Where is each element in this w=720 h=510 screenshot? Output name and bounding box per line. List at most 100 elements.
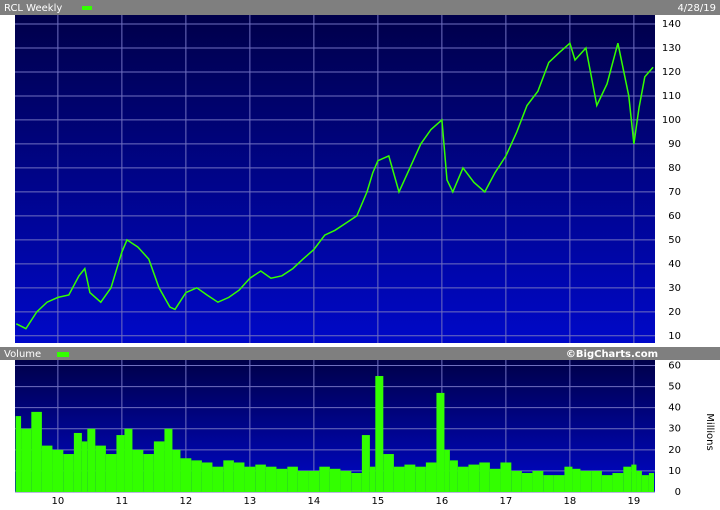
credit: ©BigCharts.com xyxy=(566,349,658,360)
volume-bar xyxy=(153,441,165,492)
volume-bar xyxy=(276,468,288,492)
volume-bar xyxy=(15,416,22,492)
volume-bar xyxy=(444,449,450,492)
y-tick-label: 30 xyxy=(668,424,681,435)
volume-bar xyxy=(521,473,533,492)
volume-bar xyxy=(351,473,362,492)
volume-bar xyxy=(63,454,74,492)
volume-bar xyxy=(361,435,370,492)
y-axis-label: Millions xyxy=(704,413,715,450)
y-tick-label: 70 xyxy=(668,187,681,198)
volume-bar xyxy=(244,466,256,492)
volume-bar xyxy=(308,470,320,492)
volume-bar xyxy=(132,449,144,492)
volume-bar xyxy=(81,441,88,492)
volume-bar xyxy=(255,464,266,492)
volume-bar xyxy=(124,428,133,492)
y-tick-label: 90 xyxy=(668,139,681,150)
volume-bar xyxy=(404,464,416,492)
y-tick-label: 60 xyxy=(668,211,681,222)
volume-bar xyxy=(265,466,277,492)
volume-bar xyxy=(648,473,655,492)
volume-bar xyxy=(319,466,330,492)
volume-bar xyxy=(393,466,405,492)
volume-bar xyxy=(191,460,202,492)
volume-bar xyxy=(511,470,522,492)
volume-bar xyxy=(41,445,53,492)
y-tick-label: 80 xyxy=(668,163,681,174)
volume-bar xyxy=(636,470,642,492)
x-tick-label: 17 xyxy=(500,496,513,507)
volume-bar xyxy=(52,449,64,492)
y-tick-label: 50 xyxy=(668,382,681,393)
volume-bar xyxy=(553,475,565,492)
y-tick-label: 40 xyxy=(668,403,681,414)
volume-header xyxy=(0,347,720,360)
chart-title: RCL Weekly xyxy=(4,3,62,14)
volume-bar xyxy=(95,445,106,492)
volume-bar xyxy=(601,475,613,492)
volume-bar xyxy=(87,428,96,492)
volume-bar xyxy=(572,468,581,492)
y-tick-label: 30 xyxy=(668,283,681,294)
price-header xyxy=(0,0,720,15)
volume-bar xyxy=(415,466,426,492)
volume-bar xyxy=(223,460,234,492)
legend-swatch xyxy=(57,352,69,357)
volume-bar xyxy=(580,470,592,492)
x-tick-label: 12 xyxy=(180,496,193,507)
x-tick-label: 16 xyxy=(436,496,449,507)
volume-bar xyxy=(180,458,192,492)
volume-bar xyxy=(369,466,376,492)
y-tick-label: 110 xyxy=(662,91,681,102)
volume-bar xyxy=(233,462,245,492)
volume-bar xyxy=(489,468,501,492)
volume-bar xyxy=(21,428,32,492)
volume-bar xyxy=(532,470,544,492)
volume-bar xyxy=(623,466,632,492)
volume-bar xyxy=(340,470,352,492)
y-tick-label: 60 xyxy=(668,360,681,371)
x-tick-label: 10 xyxy=(52,496,65,507)
y-tick-label: 20 xyxy=(668,445,681,456)
volume-bar xyxy=(436,392,445,492)
volume-bar xyxy=(287,466,298,492)
volume-bar xyxy=(479,462,490,492)
volume-bar xyxy=(73,432,82,492)
volume-bar xyxy=(329,468,341,492)
x-tick-label: 13 xyxy=(244,496,257,507)
volume-bar xyxy=(375,376,384,492)
volume-bar xyxy=(201,462,213,492)
date-label: 4/28/19 xyxy=(677,3,716,14)
x-tick-label: 19 xyxy=(628,496,641,507)
y-tick-label: 40 xyxy=(668,259,681,270)
legend-swatch xyxy=(82,6,92,10)
x-tick-label: 14 xyxy=(308,496,321,507)
x-tick-label: 11 xyxy=(116,496,129,507)
price-plot xyxy=(15,15,655,343)
volume-bar xyxy=(143,454,154,492)
volume-bar xyxy=(383,454,394,492)
y-tick-label: 20 xyxy=(668,307,681,318)
volume-bar xyxy=(212,466,224,492)
price-line xyxy=(15,41,654,330)
y-tick-label: 140 xyxy=(662,19,681,30)
volume-bar xyxy=(564,466,573,492)
volume-bar xyxy=(457,466,469,492)
y-tick-label: 10 xyxy=(668,331,681,342)
x-tick-label: 15 xyxy=(372,496,385,507)
volume-bar xyxy=(116,435,125,492)
y-tick-label: 100 xyxy=(662,115,681,126)
volume-bar xyxy=(31,411,42,492)
x-tick-label: 18 xyxy=(564,496,577,507)
volume-bar xyxy=(591,470,602,492)
volume-bar xyxy=(297,470,309,492)
volume-bar xyxy=(641,475,649,492)
volume-bar xyxy=(105,454,117,492)
y-tick-label: 130 xyxy=(662,43,681,54)
volume-bar xyxy=(468,464,480,492)
volume-bar xyxy=(543,475,554,492)
volume-bar xyxy=(449,460,458,492)
y-tick-label: 50 xyxy=(668,235,681,246)
